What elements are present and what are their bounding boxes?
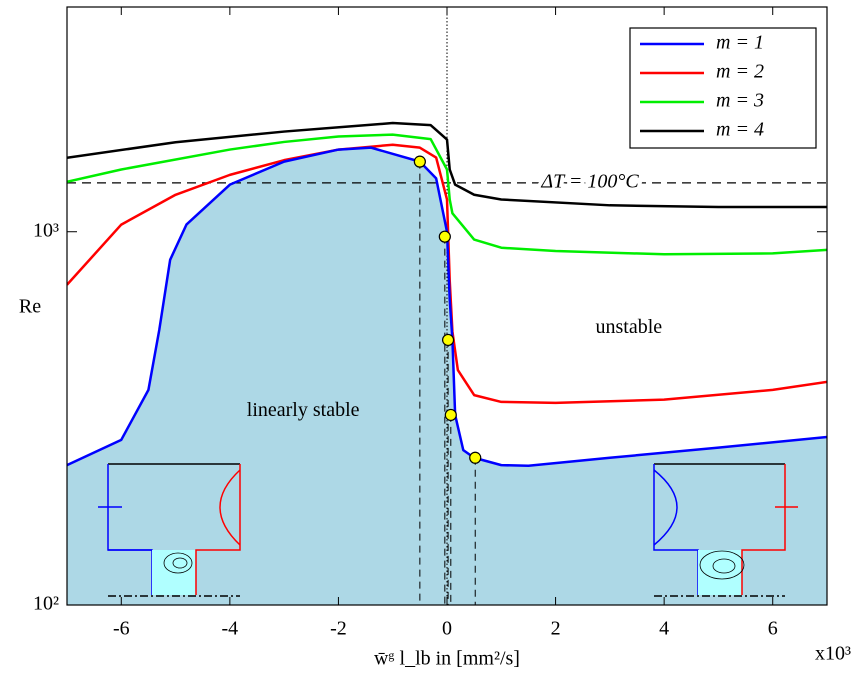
critical-point (413, 155, 426, 168)
series-line (67, 146, 827, 468)
series-line (67, 143, 827, 405)
annotation: linearly stable (247, 399, 360, 421)
x-axis-label: w̄ᵍ l_lb in [mm²/s] (374, 648, 520, 670)
plot-lines (67, 7, 827, 605)
y-tick-label: 10³ (33, 219, 59, 241)
x-tick-label: 0 (442, 618, 452, 640)
x-tick-label: 6 (768, 618, 778, 640)
legend-label: m = 3 (716, 90, 764, 112)
stable-region (67, 147, 827, 605)
critical-point (444, 408, 457, 422)
critical-point (438, 230, 451, 243)
series-line (67, 121, 827, 209)
series-line (67, 133, 827, 256)
reference-label: ΔT = 100°C (540, 170, 639, 192)
plot-area (67, 147, 827, 605)
x-tick-label: 4 (659, 618, 669, 640)
legend-label: m = 1 (716, 32, 764, 54)
y-tick-label: 10² (33, 593, 59, 615)
inset-right (653, 463, 798, 597)
annotation: unstable (596, 316, 663, 338)
legend-label: m = 2 (716, 61, 764, 83)
x-multiplier: x10³ (815, 643, 851, 665)
legend-box (629, 27, 817, 149)
x-tick-label: -4 (222, 618, 239, 640)
inset-left (98, 463, 241, 597)
y-axis-label: Re (19, 296, 41, 318)
critical-point (469, 451, 482, 464)
x-tick-label: -2 (330, 618, 347, 640)
critical-point (441, 333, 455, 347)
x-tick-label: 2 (551, 618, 561, 640)
legend-label: m = 4 (716, 119, 764, 141)
x-tick-label: -6 (113, 618, 130, 640)
